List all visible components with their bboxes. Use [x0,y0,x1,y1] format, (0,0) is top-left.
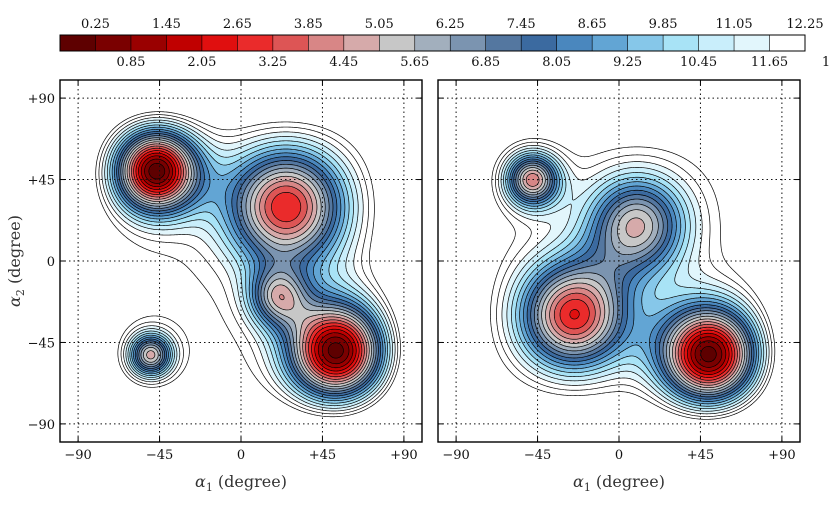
colorbar-label-top: 1.45 [152,17,181,32]
colorbar-label-bottom: 12.85 [822,55,830,70]
colorbar-label-top: 3.85 [294,17,323,32]
colorbar-label-top: 6.25 [436,17,465,32]
x-tick-label: 0 [615,448,623,463]
colorbar-swatch [379,35,415,51]
colorbar-swatch [415,35,451,51]
colorbar-swatch [237,35,273,51]
colorbar-swatch [273,35,309,51]
colorbar-label-top: 7.45 [507,17,536,32]
colorbar-swatch [450,35,486,51]
colorbar-label-top: 9.85 [649,17,678,32]
colorbar-label-bottom: 6.85 [471,55,500,70]
colorbar-label-bottom: 9.25 [613,55,642,70]
x-tick-label: −90 [64,448,91,463]
x-tick-label: −45 [524,448,551,463]
colorbar-label-bottom: 4.45 [329,55,358,70]
colorbar-swatch [95,35,131,51]
colorbar-label-bottom: 8.05 [542,55,571,70]
colorbar-label-top: 12.25 [786,17,823,32]
colorbar-label-top: 8.65 [578,17,607,32]
colorbar-swatch [131,35,167,51]
colorbar-swatch [663,35,699,51]
colorbar-label-bottom: 11.65 [751,55,788,70]
contour-panel-right: −90 −45 0 +45 +90 α1 (degree) [438,80,800,494]
colorbar-swatch [202,35,238,51]
y-tick-label: +45 [28,174,55,189]
y-axis-label: α2 (degree) [5,215,27,307]
colorbar-label-bottom: 3.25 [258,55,287,70]
colorbar-swatch [699,35,735,51]
colorbar-swatch [770,35,806,51]
colorbar-swatch [60,35,96,51]
colorbar-label-bottom: 10.45 [680,55,717,70]
colorbar-label-bottom: 5.65 [400,55,429,70]
y-tick-label: 0 [47,255,55,270]
colorbar-label-bottom: 2.05 [187,55,216,70]
colorbar-label-bottom: 0.85 [116,55,145,70]
y-tick-label: −90 [28,418,55,433]
colorbar-label-top: 2.65 [223,17,252,32]
x-tick-label: +45 [687,448,714,463]
y-tick-label: −45 [28,336,55,351]
colorbar-label-top: 5.05 [365,17,394,32]
colorbar-swatch [521,35,557,51]
colorbar-swatch [734,35,770,51]
colorbar-swatch [166,35,202,51]
colorbar: 0.25 1.45 2.65 3.85 5.05 6.25 7.45 8.65 9.85 11.0… [60,17,830,70]
x-tick-label: 0 [237,448,245,463]
colorbar-swatch [344,35,380,51]
colorbar-swatch [308,35,344,51]
y-tick-label: +90 [28,92,55,107]
colorbar-label-top: 11.05 [715,17,752,32]
x-tick-label: +45 [309,448,336,463]
colorbar-swatch [486,35,522,51]
x-axis-label: α1 (degree) [195,472,287,494]
x-tick-label: +90 [768,448,795,463]
x-axis-label: α1 (degree) [573,472,665,494]
contour-panel-left: −90 −45 0 +45 +90 α1 (degree) −90 −45 0 +45 +90 α2 … [5,80,422,494]
colorbar-label-top: 0.25 [81,17,110,32]
x-tick-label: −90 [442,448,469,463]
colorbar-swatch [592,35,628,51]
x-tick-label: +90 [390,448,417,463]
colorbar-swatch [628,35,664,51]
colorbar-swatch [557,35,593,51]
x-tick-label: −45 [146,448,173,463]
